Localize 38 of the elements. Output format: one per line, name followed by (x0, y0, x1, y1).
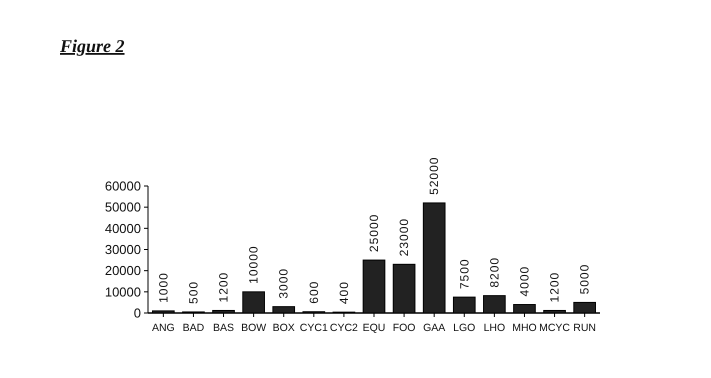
x-tick-label: MHO (512, 322, 537, 334)
x-tick-label: RUN (573, 322, 596, 334)
x-tick-label: LGO (453, 322, 476, 334)
x-tick-label: GAA (423, 322, 446, 334)
data-label: 1000 (156, 272, 170, 303)
data-label: 4000 (517, 266, 532, 297)
y-tick-label: 30000 (104, 242, 141, 258)
x-tick-label: CYC1 (300, 322, 328, 334)
data-label: 400 (336, 281, 351, 304)
x-tick-label: MCYC (539, 322, 570, 334)
x-tick-label: ANG (152, 322, 175, 334)
y-tick-label: 0 (134, 306, 141, 321)
data-label: 7500 (457, 258, 472, 290)
y-tick-label: 10000 (104, 284, 141, 300)
data-label: 5000 (578, 264, 592, 294)
data-label: 3000 (276, 268, 291, 299)
data-label: 25000 (367, 214, 381, 252)
data-label: 500 (186, 280, 200, 304)
data-label: 8200 (487, 256, 502, 288)
x-tick-label: EQU (362, 322, 386, 334)
data-label: 1200 (216, 272, 231, 302)
chart-title: Figure 2 (59, 36, 125, 56)
x-tick-label: FOO (392, 322, 416, 334)
x-tick-label: BOX (272, 322, 295, 334)
data-label: 52000 (427, 156, 442, 195)
y-tick-label: 50000 (104, 200, 141, 215)
y-tick-label: 40000 (104, 220, 141, 236)
data-label: 1200 (548, 272, 562, 302)
x-tick-label: CYC2 (330, 322, 358, 334)
y-tick-label: 20000 (104, 263, 141, 278)
data-label: 10000 (246, 245, 261, 284)
x-tick-label: BOW (241, 322, 266, 334)
x-tick-label: LHO (484, 322, 506, 334)
data-label: 23000 (397, 218, 412, 256)
data-label: 600 (306, 280, 321, 304)
y-tick-label: 60000 (104, 178, 141, 194)
x-tick-label: BAD (182, 322, 205, 334)
x-tick-label: BAS (213, 322, 234, 334)
